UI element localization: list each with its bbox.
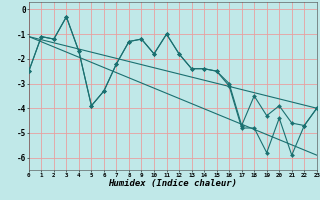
X-axis label: Humidex (Indice chaleur): Humidex (Indice chaleur) <box>108 179 237 188</box>
